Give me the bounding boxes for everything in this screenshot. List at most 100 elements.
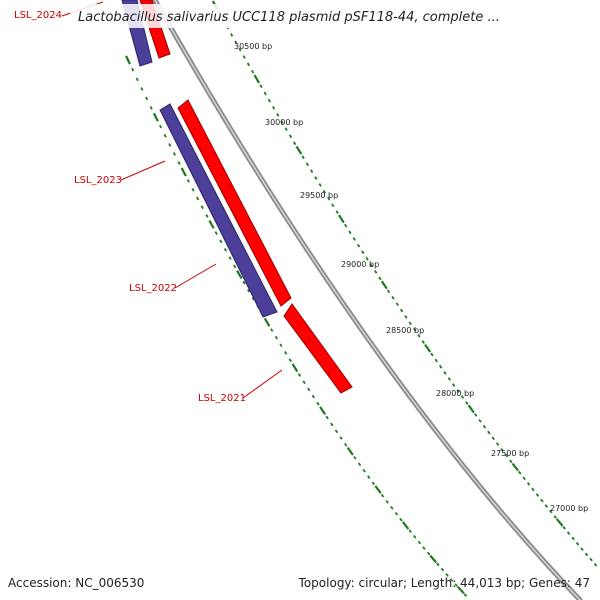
- major-tick-mark: [467, 404, 475, 414]
- minor-tick-mark: [140, 87, 144, 91]
- minor-tick-mark: [284, 127, 288, 131]
- major-tick-mark: [456, 586, 465, 595]
- scale-label: 30500 bp: [234, 42, 272, 51]
- gene-label-lsl-2024[interactable]: LSL_2024: [14, 10, 62, 21]
- minor-tick-mark: [456, 389, 460, 393]
- minor-tick-mark: [335, 210, 339, 214]
- minor-tick-mark: [234, 40, 238, 45]
- minor-tick-mark: [449, 578, 454, 582]
- minor-tick-mark: [391, 296, 395, 300]
- minor-tick-mark: [186, 179, 190, 183]
- accession-text: Accession: NC_006530: [8, 576, 144, 590]
- minor-tick-mark: [302, 380, 306, 385]
- minor-tick-mark: [413, 535, 417, 539]
- minor-tick-mark: [394, 511, 399, 516]
- minor-tick-mark: [399, 517, 403, 522]
- minor-tick-mark: [242, 280, 246, 285]
- minor-tick-mark: [263, 91, 267, 96]
- minor-tick-mark: [331, 203, 335, 208]
- minor-tick-mark: [233, 264, 237, 269]
- minor-tick-mark: [228, 256, 232, 260]
- map-title: Lactobacillus salivarius UCC118 plasmid …: [78, 10, 500, 25]
- minor-tick-mark: [357, 462, 362, 467]
- minor-tick-mark: [487, 430, 491, 435]
- scale-label: 27000 bp: [550, 504, 588, 513]
- minor-tick-mark: [310, 169, 314, 173]
- minor-tick-mark: [145, 96, 149, 101]
- minor-tick-mark: [325, 415, 329, 420]
- minor-tick-mark: [305, 162, 309, 167]
- gene-leader-line: [120, 160, 166, 181]
- minor-tick-mark: [593, 563, 598, 567]
- minor-tick-mark: [500, 448, 504, 452]
- major-tick-mark: [236, 270, 243, 280]
- minor-tick-mark: [344, 442, 348, 447]
- minor-tick-mark: [443, 371, 447, 375]
- minor-tick-mark: [272, 105, 276, 110]
- minor-tick-mark: [196, 196, 200, 201]
- major-tick-mark: [295, 145, 303, 155]
- minor-tick-mark: [279, 343, 283, 348]
- minor-tick-mark: [191, 187, 195, 192]
- gene-label-lsl-2022[interactable]: LSL_2022: [129, 283, 177, 294]
- minor-tick-mark: [316, 401, 320, 406]
- minor-tick-mark: [584, 552, 589, 557]
- major-tick-mark: [152, 112, 159, 122]
- minor-tick-mark: [365, 257, 369, 261]
- minor-tick-mark: [526, 482, 531, 486]
- minor-tick-mark: [356, 243, 361, 248]
- major-tick-mark: [429, 554, 437, 564]
- minor-tick-mark: [522, 476, 526, 481]
- minor-tick-mark: [390, 505, 394, 510]
- gene-lsl-2021-forward-bar[interactable]: [283, 303, 353, 394]
- minor-tick-mark: [318, 183, 322, 187]
- minor-tick-mark: [334, 429, 339, 434]
- minor-tick-mark: [288, 358, 292, 363]
- minor-tick-mark: [473, 413, 478, 417]
- minor-tick-mark: [380, 493, 385, 498]
- minor-tick-mark: [276, 113, 280, 117]
- minor-tick-mark: [509, 459, 513, 464]
- minor-tick-mark: [339, 436, 343, 440]
- minor-tick-mark: [571, 536, 575, 541]
- minor-tick-mark: [517, 470, 522, 475]
- minor-tick-mark: [438, 364, 443, 369]
- minor-tick-mark: [135, 77, 139, 82]
- minor-tick-mark: [417, 540, 422, 545]
- gene-features: [121, 0, 353, 394]
- minor-tick-mark: [172, 152, 176, 156]
- minor-tick-mark: [460, 395, 465, 399]
- gene-label-lsl-2023[interactable]: LSL_2023: [74, 175, 122, 186]
- minor-tick-mark: [168, 143, 172, 147]
- minor-tick-mark: [327, 196, 331, 201]
- minor-tick-mark: [553, 515, 557, 519]
- minor-tick-mark: [330, 422, 334, 427]
- minor-tick-mark: [230, 33, 234, 37]
- scale-tick-ring: [211, 0, 598, 567]
- minor-tick-mark: [177, 161, 181, 165]
- major-tick-mark: [555, 518, 564, 527]
- major-tick-mark: [424, 343, 432, 353]
- minor-tick-mark: [238, 47, 242, 52]
- major-tick-mark: [380, 280, 388, 290]
- minor-tick-mark: [434, 358, 438, 363]
- minor-tick-mark: [531, 487, 535, 492]
- minor-tick-mark: [251, 69, 255, 74]
- scale-label: 29500 bp: [300, 191, 338, 200]
- minor-tick-mark: [205, 214, 209, 218]
- minor-tick-mark: [246, 62, 250, 67]
- major-tick-mark: [125, 55, 131, 65]
- gene-lsl-2023-reverse-bar[interactable]: [159, 103, 278, 318]
- minor-tick-mark: [504, 453, 509, 458]
- gene-forward-bar-upper[interactable]: [177, 99, 292, 307]
- minor-tick-mark: [575, 542, 580, 546]
- minor-tick-mark: [314, 176, 318, 180]
- minor-tick-mark: [566, 531, 571, 535]
- minor-tick-mark: [362, 468, 366, 473]
- minor-tick-mark: [440, 567, 445, 572]
- major-tick-mark: [338, 214, 345, 224]
- minor-tick-mark: [417, 333, 421, 338]
- minor-tick-mark: [163, 133, 167, 138]
- gene-label-lsl-2021[interactable]: LSL_2021: [198, 393, 246, 404]
